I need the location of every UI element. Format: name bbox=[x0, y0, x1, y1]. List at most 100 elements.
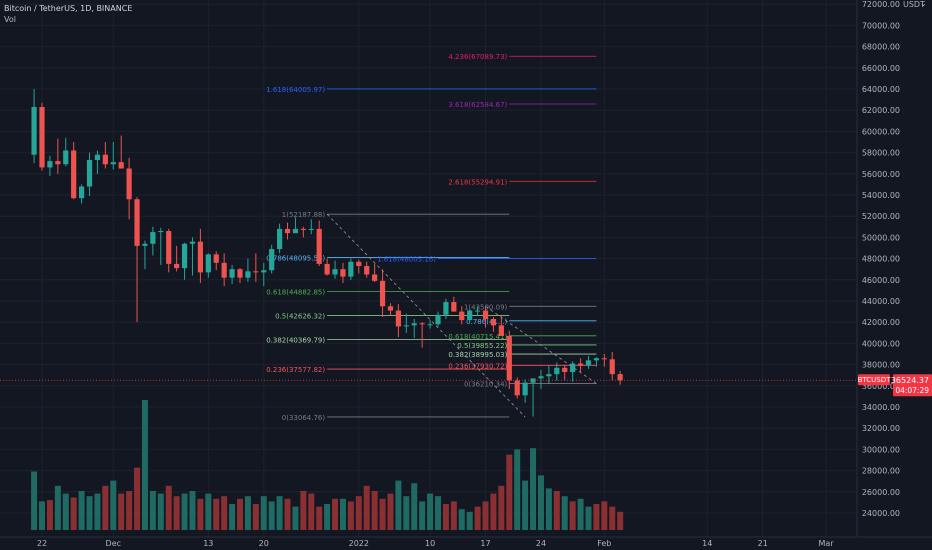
volume-bar bbox=[213, 498, 220, 530]
y-tick-label: 72000.00 bbox=[862, 0, 900, 9]
candle-body bbox=[498, 325, 504, 336]
x-tick-label: 21 bbox=[758, 539, 768, 548]
candle-body bbox=[134, 199, 140, 246]
candle-body bbox=[348, 261, 354, 277]
currency-label[interactable]: USDT bbox=[903, 0, 925, 9]
volume-bar bbox=[569, 501, 576, 530]
volume-bar bbox=[86, 496, 93, 530]
candle-body bbox=[237, 269, 243, 278]
x-tick-label: 13 bbox=[203, 539, 213, 548]
x-tick-label: 17 bbox=[480, 539, 490, 548]
volume-bar bbox=[466, 511, 473, 530]
fib-level-label: 0.5(39855.22) bbox=[457, 342, 507, 350]
candle-body bbox=[538, 376, 544, 379]
fib-level-label: 0.5(42626.32) bbox=[275, 313, 325, 321]
volume-bar bbox=[593, 504, 600, 530]
candle-body bbox=[451, 302, 457, 312]
y-tick-label: 60000.00 bbox=[862, 127, 900, 136]
price-tag-countdown: 04:07:29 bbox=[895, 386, 929, 395]
candle-body bbox=[300, 228, 306, 230]
candle-body bbox=[277, 228, 283, 250]
candle-layer bbox=[31, 89, 623, 417]
y-tick-label: 58000.00 bbox=[862, 149, 900, 158]
candle-body bbox=[253, 271, 259, 273]
volume-bar bbox=[244, 496, 251, 530]
symbol-tag bbox=[858, 374, 890, 386]
volume-indicator-label[interactable]: Vol bbox=[4, 15, 16, 24]
volume-bar bbox=[577, 498, 584, 530]
fib-level-label: 3.618(62584.67) bbox=[448, 101, 507, 109]
fib-layer: 1(52187.88) 0.786(48095.53) 0.618(44882.85… bbox=[266, 53, 597, 422]
volume-bar bbox=[237, 498, 243, 530]
fib-level-label: 4.236(67089.73) bbox=[448, 53, 507, 61]
candle-body bbox=[308, 228, 314, 230]
candle-body bbox=[174, 263, 180, 269]
candle-body bbox=[340, 269, 346, 277]
candle-body bbox=[189, 241, 196, 244]
y-tick-label: 32000.00 bbox=[862, 424, 900, 433]
volume-bar bbox=[617, 511, 624, 530]
volume-bar bbox=[173, 496, 180, 530]
volume-bar bbox=[474, 506, 481, 530]
y-tick-label: 28000.00 bbox=[862, 467, 900, 476]
candle-body bbox=[506, 335, 512, 381]
fib-level-label: 1.618(48005.16) bbox=[377, 256, 436, 264]
fib-level-label: 1.618(64005.97) bbox=[266, 86, 325, 94]
candle-body bbox=[387, 306, 394, 311]
candle-body bbox=[601, 358, 607, 360]
volume-bar bbox=[165, 485, 172, 530]
candle-body bbox=[102, 154, 108, 165]
volume-bar bbox=[221, 496, 228, 530]
volume-bar bbox=[300, 491, 307, 530]
volume-bar bbox=[46, 500, 53, 530]
volume-bar bbox=[450, 501, 457, 530]
x-tick-label: 24 bbox=[536, 539, 546, 548]
candle-body bbox=[261, 270, 267, 273]
fib-level-label: 1(43500.09) bbox=[464, 303, 508, 311]
volume-bar bbox=[157, 493, 164, 530]
candle-body bbox=[419, 323, 425, 325]
y-tick-label: 52000.00 bbox=[862, 212, 900, 221]
y-tick-label: 38000.00 bbox=[862, 361, 900, 370]
volume-bar bbox=[189, 491, 196, 530]
y-tick-label: 70000.00 bbox=[862, 21, 900, 30]
x-tick-label: Feb bbox=[597, 539, 611, 548]
volume-bar bbox=[197, 498, 204, 530]
candle-body bbox=[126, 168, 132, 200]
candle-body bbox=[292, 228, 299, 234]
fib-level-label: 0.236(37930.72) bbox=[448, 362, 507, 370]
candle-body bbox=[142, 243, 148, 246]
y-tick-label: 54000.00 bbox=[862, 191, 900, 200]
volume-bar bbox=[126, 491, 133, 530]
trend-line bbox=[326, 213, 526, 418]
volume-bar bbox=[435, 496, 441, 530]
candle-body bbox=[110, 162, 116, 165]
candle-body bbox=[71, 150, 77, 199]
volume-bar bbox=[482, 501, 489, 530]
candle-body bbox=[379, 280, 386, 307]
y-tick-label: 50000.00 bbox=[862, 233, 900, 242]
candle-body bbox=[94, 154, 101, 161]
candle-body bbox=[403, 325, 409, 327]
candle-body bbox=[55, 161, 61, 165]
chevron-down-icon[interactable]: ⌄ bbox=[920, 0, 927, 8]
candle-body bbox=[197, 241, 203, 273]
candle-body bbox=[364, 266, 370, 275]
candle-body bbox=[39, 107, 45, 168]
candle-body bbox=[490, 319, 497, 326]
candle-body bbox=[530, 378, 536, 383]
candle-body bbox=[435, 314, 441, 325]
volume-bar bbox=[149, 491, 156, 530]
volume-bar bbox=[308, 493, 315, 530]
trend-line bbox=[485, 305, 597, 384]
volume-bar bbox=[70, 497, 77, 530]
volume-bar bbox=[324, 504, 331, 530]
candle-body bbox=[332, 269, 338, 275]
candle-body bbox=[31, 107, 37, 155]
candle-body bbox=[554, 367, 560, 375]
y-tick-label: 44000.00 bbox=[862, 297, 900, 306]
candle-body bbox=[617, 374, 623, 381]
volume-bar bbox=[545, 488, 552, 530]
